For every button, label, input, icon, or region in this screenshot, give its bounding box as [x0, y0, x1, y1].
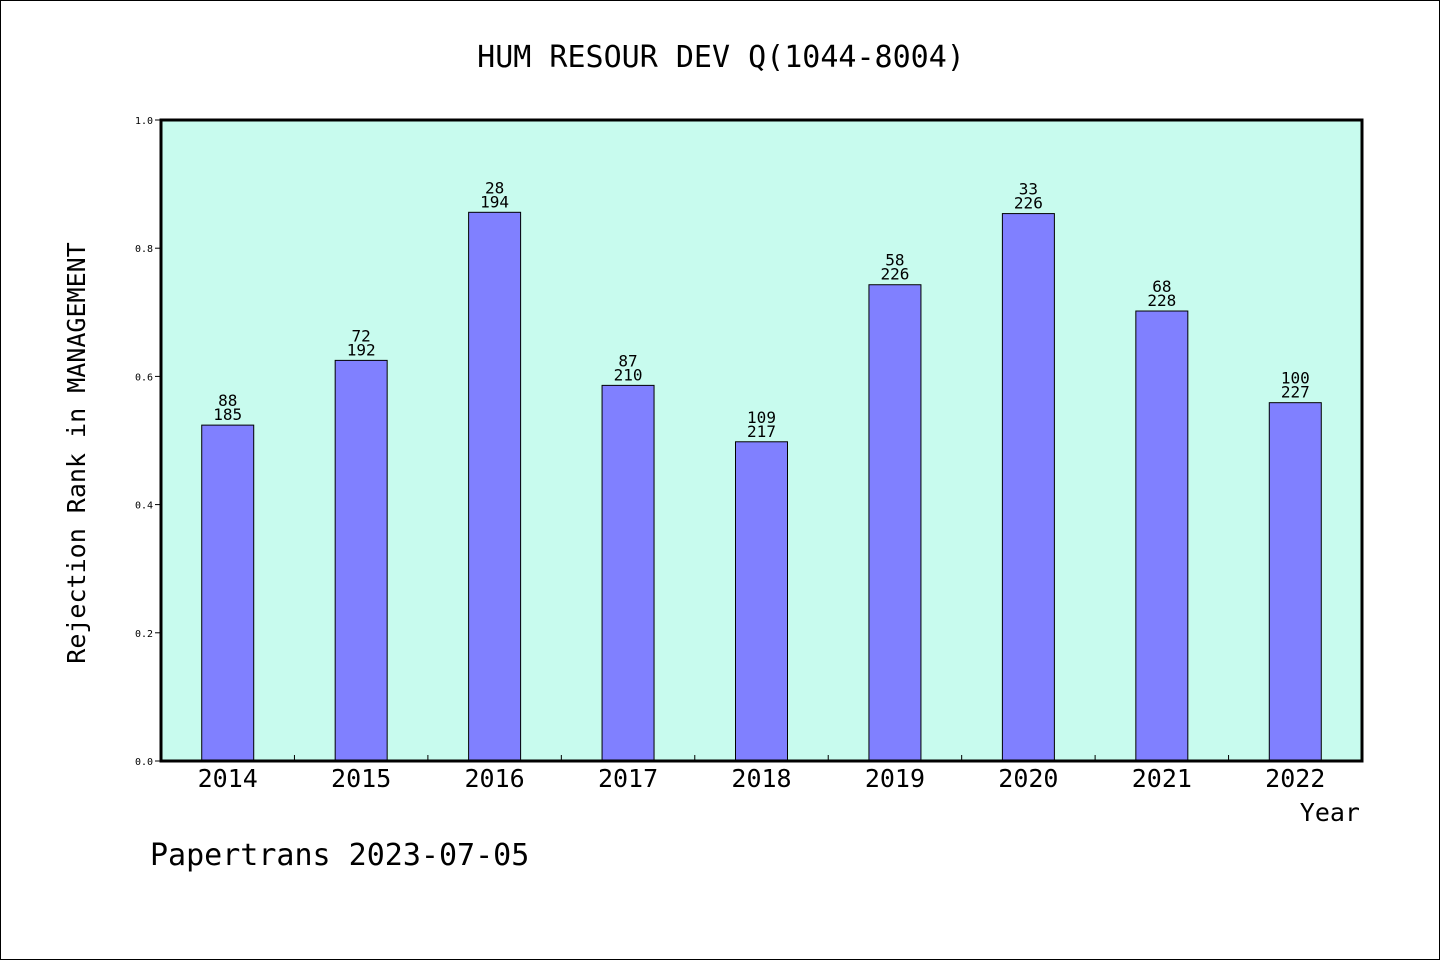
bar-2015 — [334, 359, 388, 762]
bar-2014 — [201, 424, 255, 762]
y-tick-label: 0.6 — [135, 372, 153, 383]
x-tick-label: 2018 — [731, 764, 791, 793]
x-tick-label: 2015 — [331, 764, 391, 793]
y-tick-label: 1.0 — [135, 116, 153, 127]
y-tick-label: 0.8 — [135, 244, 153, 255]
x-tick-label: 2016 — [465, 764, 525, 793]
x-tick-label: 2014 — [198, 764, 258, 793]
x-tick-label: 2021 — [1132, 764, 1192, 793]
x-axis: 2014 2015 2016 2017 2018 2019 2020 2021 2022 — [198, 755, 1325, 793]
footer-note: Papertrans 2023-07-05 — [150, 838, 529, 873]
bar-label-bottom: 227 — [1281, 383, 1310, 402]
x-tick-label: 2019 — [865, 764, 925, 793]
bars-group: 8818572192281948721010921758226332266822… — [201, 178, 1322, 762]
y-tick-label: 0.0 — [135, 757, 153, 768]
y-axis: 0.0 0.2 0.4 0.6 0.8 1.0 — [135, 116, 161, 768]
bar-label-top: 88 — [218, 391, 237, 410]
x-tick-label: 2017 — [598, 764, 658, 793]
bar-2021 — [1135, 310, 1189, 762]
bar-label-top: 87 — [618, 351, 637, 370]
bar-2016 — [468, 211, 522, 762]
bar-label-top: 28 — [485, 178, 504, 197]
bar-label-bottom: 194 — [480, 192, 509, 211]
bar-2020 — [1001, 213, 1055, 762]
y-axis-label: Rejection Rank in MANAGEMENT — [62, 242, 91, 663]
bar-label-bottom: 185 — [213, 405, 242, 424]
bar-2017 — [601, 384, 655, 762]
bar-label-top: 72 — [352, 326, 371, 345]
bar-label-top: 109 — [747, 408, 776, 427]
x-axis-label: Year — [1300, 798, 1360, 827]
bar-label-bottom: 226 — [880, 265, 909, 284]
bar-label-top: 58 — [885, 251, 904, 270]
y-tick-label: 0.2 — [135, 629, 153, 640]
bar-label-top: 100 — [1281, 369, 1310, 388]
bar-label-bottom: 217 — [747, 422, 776, 441]
bar-label-bottom: 228 — [1147, 291, 1176, 310]
chart-title: HUM RESOUR DEV Q(1044-8004) — [477, 40, 965, 75]
plot-frame — [159, 118, 1364, 763]
y-tick-label: 0.4 — [135, 501, 153, 512]
bar-label-top: 33 — [1019, 180, 1038, 199]
bar-label-top: 68 — [1152, 277, 1171, 296]
bar-2019 — [868, 284, 922, 762]
bar-label-bottom: 192 — [347, 340, 376, 359]
bar-2018 — [735, 441, 788, 762]
bar-2022 — [1268, 402, 1322, 762]
bar-label-bottom: 210 — [614, 365, 643, 384]
x-tick-label: 2022 — [1265, 764, 1325, 793]
bar-label-bottom: 226 — [1014, 194, 1043, 213]
x-tick-label: 2020 — [998, 764, 1058, 793]
